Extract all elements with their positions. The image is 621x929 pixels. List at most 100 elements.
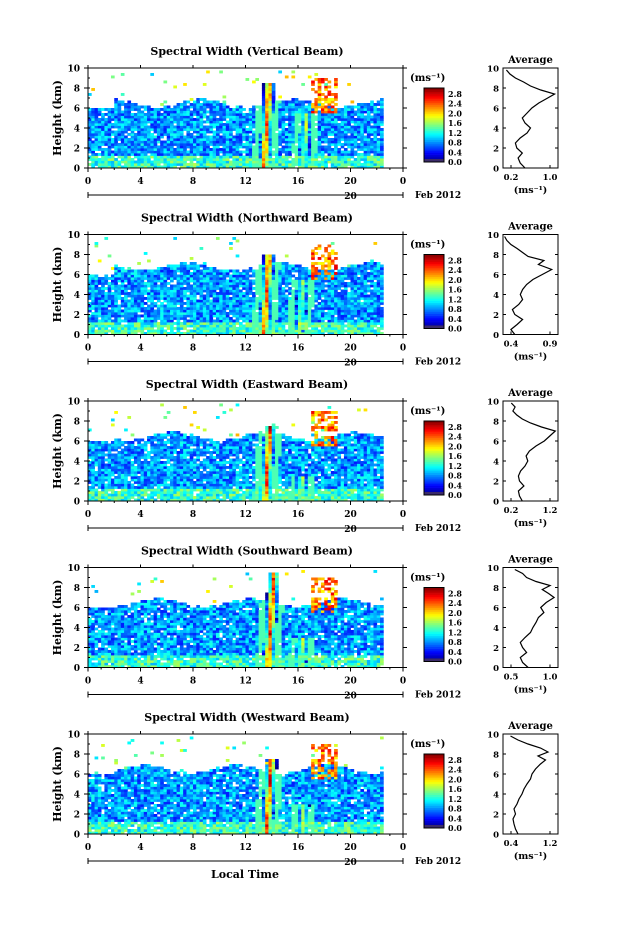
heatmap-cell: [186, 118, 191, 121]
heatmap-cell: [278, 135, 282, 139]
heatmap-cell: [202, 125, 207, 129]
colorbar-tick-label: 2.4: [448, 99, 462, 109]
heatmap-cell: [153, 163, 158, 166]
heatmap-cell: [173, 309, 177, 313]
heatmap-cell: [140, 272, 145, 275]
heatmap-cell: [130, 150, 135, 154]
heatmap-cell: [193, 130, 197, 134]
heatmap-cell: [288, 279, 292, 283]
heatmap-cell: [130, 138, 135, 141]
heatmap-cell: [209, 302, 214, 305]
heatmap-cell: [307, 332, 312, 335]
heatmap-cell: [225, 115, 230, 119]
heatmap-cell: [209, 105, 214, 109]
heatmap-cell: [196, 100, 200, 104]
heatmap-cell: [147, 297, 151, 300]
heatmap-cell: [127, 140, 132, 144]
heatmap-cell: [248, 155, 253, 159]
heatmap-cell: [120, 302, 125, 305]
heatmap-cell: [238, 302, 243, 305]
heatmap-cell: [245, 165, 250, 169]
heatmap-cell: [288, 118, 292, 121]
heatmap-cell: [179, 322, 184, 325]
heatmap-cell: [288, 113, 292, 116]
heatmap-cell: [314, 160, 319, 164]
heatmap-cell: [353, 322, 358, 325]
heatmap-cell: [298, 299, 302, 303]
heatmap-cell: [357, 269, 361, 273]
heatmap-cell: [124, 105, 128, 109]
colorbar-swatch: [424, 119, 444, 122]
heatmap-cell: [173, 277, 177, 280]
heatmap-cell: [291, 145, 296, 149]
heatmap-cell: [275, 304, 279, 308]
heatmap-cell: [153, 297, 158, 300]
heatmap-cell: [261, 85, 266, 89]
heatmap-cell: [160, 140, 164, 144]
heatmap-cell: [376, 262, 381, 265]
heatmap-cell: [170, 158, 174, 161]
heatmap-cell: [215, 150, 220, 154]
heatmap-cell: [271, 269, 276, 273]
heatmap-cell: [278, 105, 282, 109]
heatmap-cell: [101, 294, 105, 298]
heatmap-cell: [242, 299, 246, 303]
heatmap-cell: [206, 155, 210, 159]
heatmap-cell: [258, 277, 263, 280]
heatmap-cell: [343, 302, 348, 305]
heatmap-cell: [88, 294, 92, 298]
heatmap-cell: [248, 145, 253, 149]
heatmap-cell: [347, 123, 351, 126]
heatmap-cell: [196, 327, 200, 330]
heatmap-cell: [94, 125, 99, 129]
heatmap-cell: [160, 294, 164, 298]
heatmap-cell: [222, 113, 227, 116]
heatmap-cell: [235, 115, 240, 119]
heatmap-cell: [196, 135, 200, 139]
heatmap-cell: [156, 294, 161, 298]
heatmap-cell: [314, 158, 319, 161]
heatmap-cell: [261, 307, 266, 310]
heatmap-cell: [337, 309, 342, 313]
heatmap-cell: [340, 160, 345, 164]
heatmap-cell: [232, 279, 237, 283]
heatmap-cell: [288, 130, 292, 134]
heatmap-cell: [130, 105, 135, 109]
heatmap-cell: [281, 292, 286, 295]
heatmap-cell: [265, 155, 269, 159]
heatmap-cell: [281, 135, 286, 139]
heatmap-cell: [104, 302, 109, 305]
heatmap-cell: [265, 294, 269, 298]
heatmap-cell: [317, 332, 322, 335]
heatmap-cell: [193, 279, 197, 283]
heatmap-cell: [252, 314, 256, 318]
heatmap-cell: [334, 304, 338, 308]
heatmap-cell: [380, 158, 384, 161]
heatmap-cell: [147, 113, 151, 116]
heatmap-cell: [147, 294, 151, 298]
heatmap-cell: [242, 123, 246, 126]
heatmap-cell: [314, 289, 319, 293]
heatmap-cell: [284, 128, 289, 131]
heatmap-cell: [222, 287, 227, 290]
heatmap-cell: [291, 329, 296, 333]
heatmap-cell: [363, 292, 368, 295]
heatmap-cell: [130, 165, 135, 169]
heatmap-cell: [101, 304, 105, 308]
heatmap-cell: [320, 322, 325, 325]
heatmap-cell: [294, 145, 299, 149]
heatmap-cell: [258, 160, 263, 164]
heatmap-cell: [225, 165, 230, 169]
heatmap-cell: [281, 327, 286, 330]
heatmap-cell: [353, 287, 358, 290]
heatmap-cell: [353, 314, 358, 318]
heatmap-cell: [219, 160, 223, 164]
heatmap-cell: [215, 287, 220, 290]
heatmap-cell: [252, 160, 256, 164]
heatmap-cell: [215, 282, 220, 285]
heatmap-cell: [219, 130, 223, 134]
heatmap-cell: [304, 110, 309, 114]
heatmap-cell: [324, 259, 328, 263]
heatmap-cell: [133, 299, 138, 303]
heatmap-cell: [376, 115, 381, 119]
